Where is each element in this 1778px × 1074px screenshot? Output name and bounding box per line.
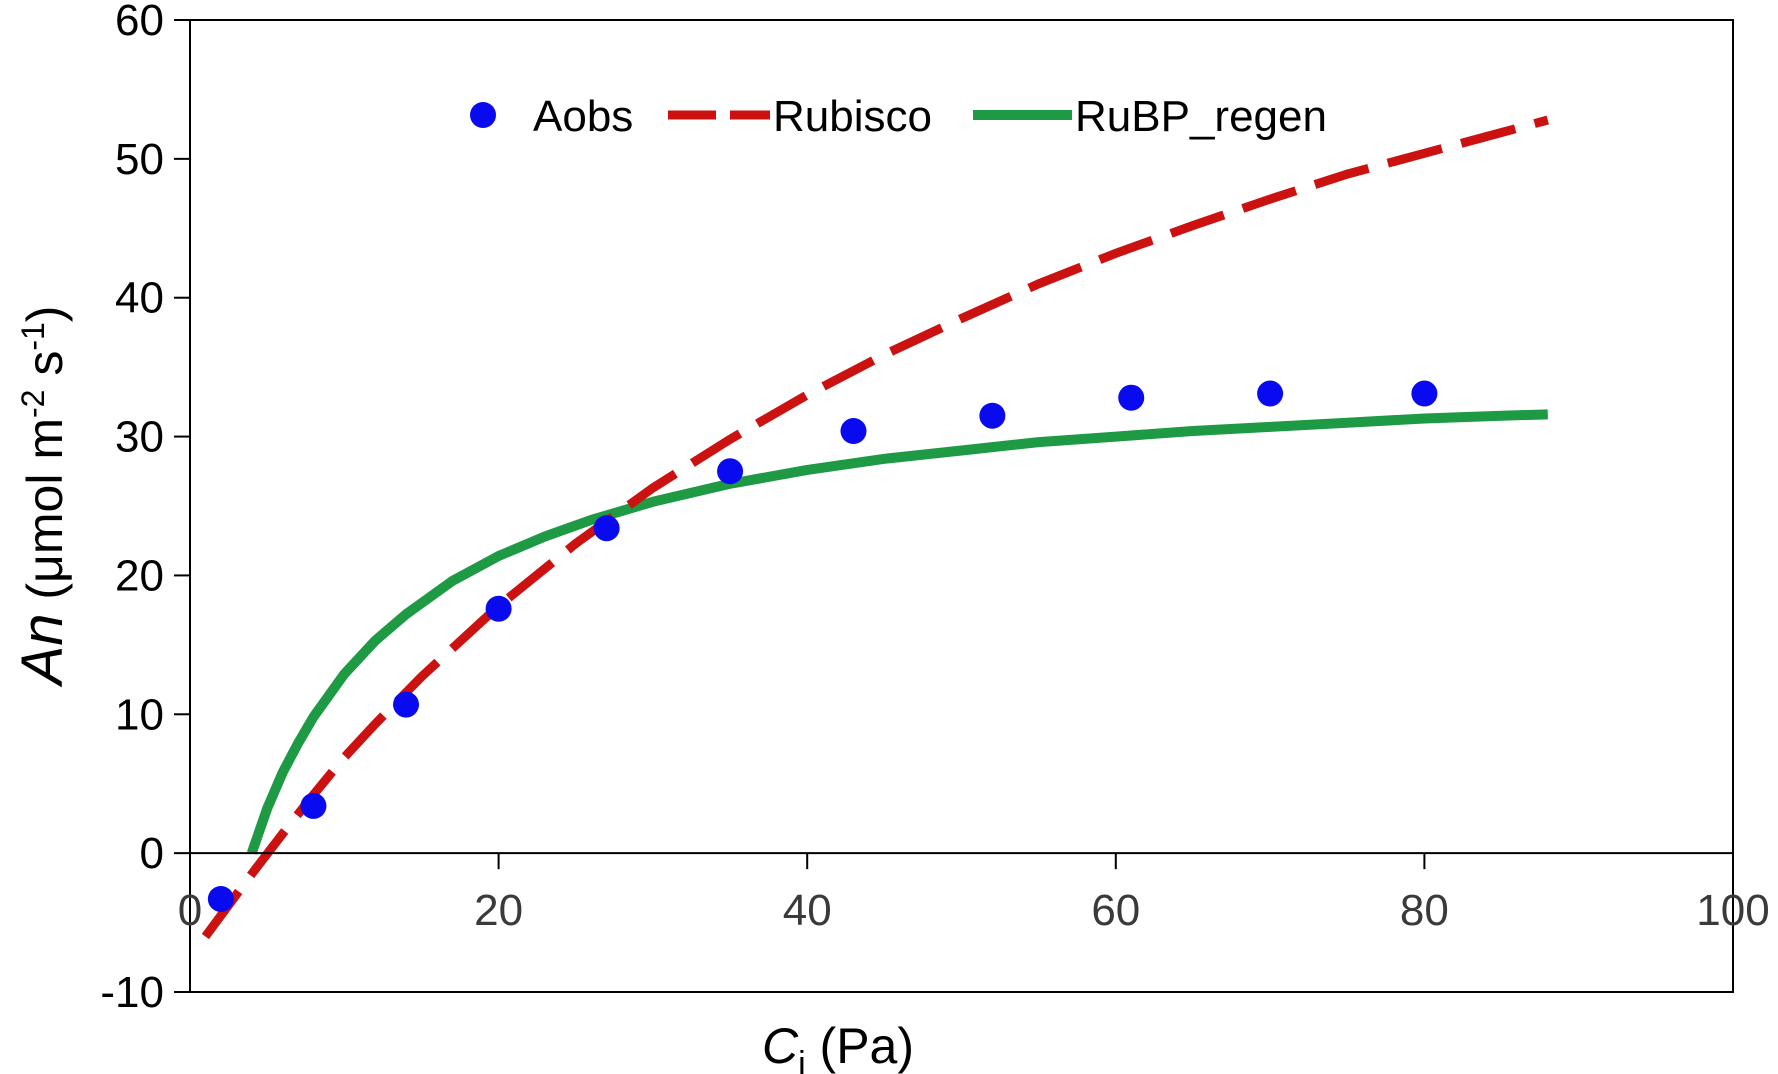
axis-titles: Ci (Pa) An (μmol m-2 s-1) bbox=[10, 306, 914, 1074]
y-axis-title-italic: An bbox=[10, 613, 75, 687]
x-tick-label: 100 bbox=[1696, 886, 1769, 935]
line-Rubisco bbox=[201, 115, 1549, 940]
legend-label-Rubisco: Rubisco bbox=[773, 92, 932, 141]
x-tick-label: 60 bbox=[1091, 886, 1140, 935]
legend-label-Aobs: Aobs bbox=[533, 92, 633, 141]
y-tick-label: -10 bbox=[100, 968, 164, 1017]
y-tick-label: 50 bbox=[115, 135, 164, 184]
point-Aobs bbox=[1411, 380, 1438, 407]
point-Aobs bbox=[593, 515, 620, 542]
y-tick-label: 40 bbox=[115, 274, 164, 323]
x-axis-title-main: C bbox=[762, 1018, 799, 1074]
point-Aobs bbox=[717, 458, 744, 485]
point-Aobs bbox=[1118, 384, 1145, 411]
y-tick-label: 0 bbox=[140, 829, 164, 878]
point-Aobs bbox=[840, 418, 867, 445]
x-axis-title: Ci (Pa) bbox=[762, 1018, 914, 1074]
legend: Aobs Rubisco RuBP_regen bbox=[470, 92, 1327, 141]
line-RuBP_regen bbox=[246, 409, 1548, 855]
legend-marker-Aobs bbox=[470, 102, 496, 128]
y-tick-label: 30 bbox=[115, 413, 164, 462]
axes-layer: -10 0 10 20 30 40 50 60 0 20 40 60 80 100 bbox=[100, 0, 1769, 1017]
y-tick-label: 20 bbox=[115, 551, 164, 600]
legend-label-RuBP_regen: RuBP_regen bbox=[1075, 92, 1327, 141]
y-axis-title-part3: ) bbox=[17, 306, 73, 323]
y-axis-title-part1: (μmol m bbox=[17, 418, 73, 613]
point-Aobs bbox=[1257, 380, 1284, 407]
x-tick-label: 0 bbox=[178, 886, 202, 935]
y-tick-label: 10 bbox=[115, 690, 164, 739]
y-tick-label: 60 bbox=[115, 0, 164, 45]
point-Aobs bbox=[979, 402, 1006, 429]
x-tick-label: 20 bbox=[474, 886, 523, 935]
point-Aobs bbox=[485, 595, 512, 622]
point-Aobs bbox=[300, 792, 327, 819]
point-Aobs bbox=[207, 885, 234, 912]
y-axis-title-sup1: -2 bbox=[15, 390, 51, 418]
plot-series-layer bbox=[201, 115, 1549, 940]
x-axis-title-rest: (Pa) bbox=[806, 1018, 914, 1074]
x-tick-label: 40 bbox=[783, 886, 832, 935]
x-tick-label: 80 bbox=[1400, 886, 1449, 935]
plot-frame bbox=[189, 19, 1734, 993]
y-axis-title: An (μmol m-2 s-1) bbox=[10, 306, 75, 688]
x-axis-title-sub: i bbox=[798, 1045, 806, 1074]
y-axis-title-part2: s bbox=[17, 351, 73, 390]
y-axis-title-sup2: -1 bbox=[15, 322, 51, 350]
point-Aobs bbox=[393, 691, 420, 718]
